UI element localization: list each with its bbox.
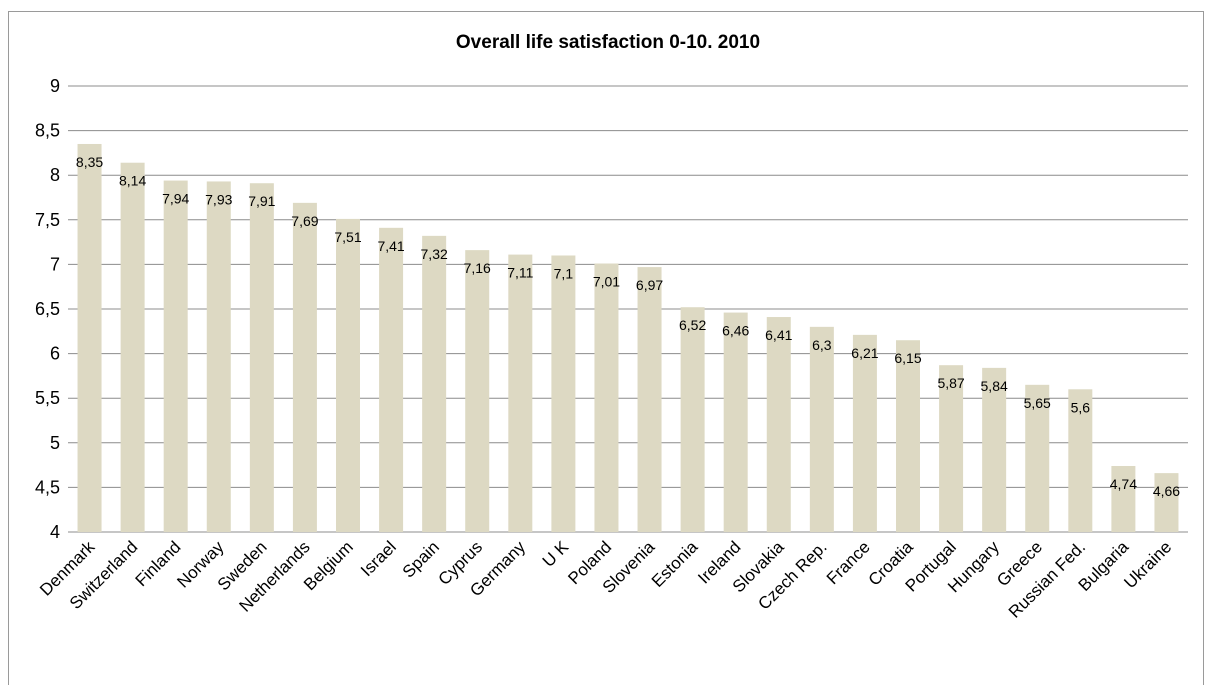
bar [249,183,274,532]
bar [422,235,447,532]
data-label: 7,93 [205,191,232,207]
data-label: 6,15 [894,350,921,366]
data-label: 6,46 [722,323,749,339]
bar [982,367,1007,532]
data-label: 4,66 [1153,483,1180,499]
bar [852,334,877,532]
y-tick-label: 7 [50,254,60,274]
bar [637,267,662,532]
data-label: 5,65 [1024,395,1051,411]
data-labels: 8,358,147,94 7,93 7,917,697,517,417,327,16… [76,154,1180,499]
data-label: 8,14 [119,173,146,189]
data-label: 7,16 [464,260,491,276]
y-axis-ticks: 4 4,5 5 5,5 6 6,5 7 7,5 8 8,5 9 [35,76,60,542]
data-label: 4,74 [1110,476,1137,492]
data-label: 6,97 [636,277,663,293]
y-tick-label: 4,5 [35,477,60,497]
x-tick-label: Estonia [648,537,702,591]
bar [1068,389,1093,532]
y-tick-label: 8,5 [35,121,60,141]
bar [292,202,317,533]
bar [551,255,576,533]
data-label: 7,69 [291,213,318,229]
data-label: 7,51 [334,229,361,245]
bar [1025,384,1050,532]
data-label: 5,84 [981,378,1008,394]
data-label: 7,91 [248,193,275,209]
y-tick-label: 5 [50,433,60,453]
x-tick-label: France [823,537,874,588]
y-tick-label: 6,5 [35,299,60,319]
data-label: 7,01 [593,274,620,290]
bar [77,143,102,533]
bar [1154,473,1179,532]
bar [680,307,705,532]
data-label: 7,94 [162,191,189,207]
bar [766,317,791,532]
gridlines [68,85,1188,533]
bar [120,162,145,532]
data-label: 8,35 [76,154,103,170]
data-label: 5,6 [1071,399,1091,415]
y-tick-label: 7,5 [35,210,60,230]
data-label: 6,52 [679,317,706,333]
x-tick-label: U K [539,537,573,571]
y-tick-label: 6 [50,344,60,364]
x-axis-ticks: DenmarkSwitzerlandFinlandNorwaySwedenNet… [36,537,1175,622]
data-label: 5,87 [937,375,964,391]
data-label: 7,32 [421,246,448,262]
bar [508,254,533,532]
bar [939,365,964,532]
bar [723,312,748,532]
y-tick-label: 4 [50,522,60,542]
x-tick-label: Ukraine [1120,537,1175,592]
chart-title: Overall life satisfaction 0-10. 2010 [456,32,760,53]
bar [336,218,360,532]
bar [594,263,619,532]
bar [465,250,490,533]
y-tick-label: 5,5 [35,388,60,408]
x-tick-label: Israel [357,537,400,580]
bar [896,340,920,532]
bar [163,180,188,532]
bar [379,227,404,532]
data-label: 6,21 [851,345,878,361]
bar [1111,465,1136,532]
bars [77,143,1179,533]
data-label: 7,11 [507,265,533,281]
data-label: 6,41 [765,327,792,343]
y-tick-label: 8 [50,165,60,185]
y-tick-label: 9 [50,76,60,96]
bar [206,181,231,532]
data-label: 7,41 [377,238,404,254]
data-label: 6,3 [812,337,832,353]
bar [809,326,834,532]
data-label: 7,1 [554,265,574,281]
